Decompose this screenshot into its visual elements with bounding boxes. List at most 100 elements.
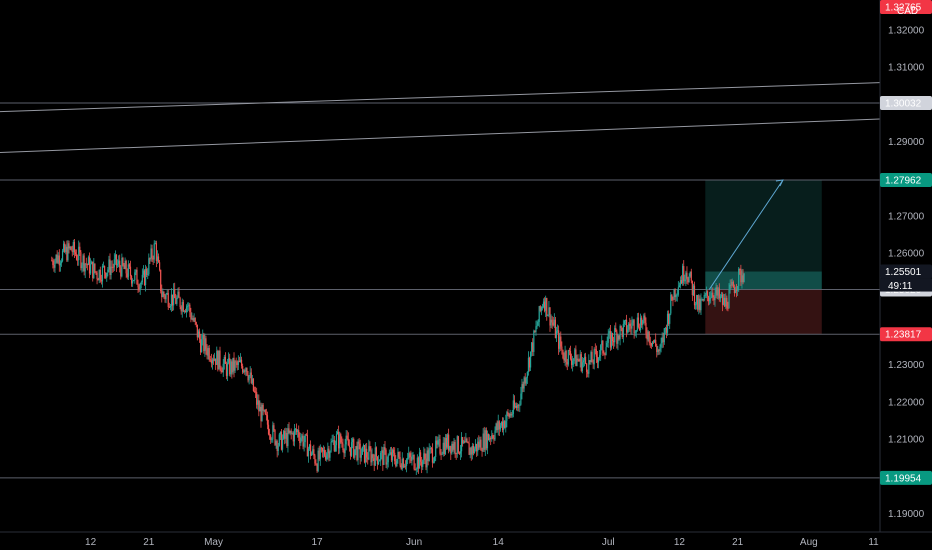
candle-body xyxy=(367,457,369,460)
price-badge[interactable]: 1.27962 xyxy=(880,172,932,187)
candle-body xyxy=(614,328,616,343)
candle-body xyxy=(93,263,95,278)
candle-body xyxy=(322,450,325,452)
x-tick-label: 21 xyxy=(732,537,744,548)
candle-body xyxy=(690,271,692,281)
candle-body xyxy=(384,447,386,450)
candle-body xyxy=(441,453,443,455)
candle-body xyxy=(218,350,220,370)
price-badge[interactable]: 1.23817 xyxy=(880,327,932,342)
candle-body xyxy=(638,327,641,331)
candle-body xyxy=(157,256,160,263)
candle-body xyxy=(593,349,595,365)
candle-body xyxy=(313,449,315,456)
candle-body xyxy=(339,434,341,449)
candle-body xyxy=(560,336,562,347)
candle-body xyxy=(300,438,302,444)
candle-body xyxy=(672,299,674,301)
trendline[interactable] xyxy=(0,82,881,113)
candle-body xyxy=(388,454,390,456)
candle-body xyxy=(341,442,343,444)
candle-body xyxy=(299,437,301,444)
candle-body xyxy=(89,264,92,274)
y-tick-label: 1.23000 xyxy=(888,360,925,371)
price-badge-bg xyxy=(880,172,932,187)
candle-body xyxy=(426,450,428,468)
price-badge[interactable]: 1.32765 xyxy=(880,0,932,14)
candle-body xyxy=(232,357,234,373)
candle-body xyxy=(79,246,81,253)
price-badge-text: 1.23817 xyxy=(885,330,922,341)
candle-body xyxy=(77,259,79,261)
candle-body xyxy=(671,294,673,300)
plot-area[interactable] xyxy=(0,82,881,479)
candle-body xyxy=(666,313,669,333)
candle-body xyxy=(631,322,633,329)
candle-body xyxy=(481,450,483,452)
candle-body xyxy=(324,450,326,456)
candle-body xyxy=(677,287,679,295)
candle-body xyxy=(697,295,699,310)
candle-body xyxy=(230,361,232,375)
candle-body xyxy=(204,338,206,352)
candle-body xyxy=(340,434,342,443)
target-arrow[interactable] xyxy=(708,179,784,290)
candle-body xyxy=(741,275,743,283)
candle-body xyxy=(424,453,426,459)
candle-body xyxy=(544,301,546,311)
candle-body xyxy=(209,359,211,361)
x-tick-label: Jun xyxy=(406,537,422,548)
candle-body xyxy=(194,317,196,323)
price-badge[interactable]: 1.25501 xyxy=(880,264,932,279)
price-badge-text: 1.30032 xyxy=(885,98,922,109)
candle-body xyxy=(664,327,666,329)
candle-body xyxy=(297,430,299,433)
candle-body xyxy=(581,362,583,371)
candle-body xyxy=(714,292,716,301)
candle-body xyxy=(318,450,320,460)
candle-body xyxy=(550,319,552,326)
candle-body xyxy=(646,333,648,340)
candle-body xyxy=(308,444,311,449)
candle-body xyxy=(75,254,78,260)
candle-body xyxy=(687,278,689,283)
candle-body xyxy=(580,354,582,371)
candle-body xyxy=(374,447,376,466)
candle-body xyxy=(500,421,503,426)
candle-body xyxy=(183,310,186,312)
candle-body xyxy=(198,331,201,340)
candle-body xyxy=(115,254,118,266)
candle-body xyxy=(563,358,565,361)
price-axis[interactable]: 1.320001.310001.300001.290001.270001.260… xyxy=(879,0,932,532)
candle-body xyxy=(127,264,129,278)
candle-body xyxy=(326,453,328,460)
candle-body xyxy=(193,317,195,321)
candle-body xyxy=(290,430,292,434)
candle-body xyxy=(529,351,532,368)
price-badge[interactable]: 1.30032 xyxy=(880,95,932,110)
candle-body xyxy=(582,360,585,363)
trendline[interactable] xyxy=(0,118,881,154)
candle-body xyxy=(295,428,298,433)
candle-body xyxy=(150,248,152,260)
position-profit-zone[interactable] xyxy=(705,179,822,290)
candle-body xyxy=(51,260,53,262)
candle-body xyxy=(366,448,368,458)
candle-body xyxy=(140,282,142,285)
candle-body xyxy=(584,356,587,364)
price-badge[interactable]: 1.19954 xyxy=(880,470,932,485)
time-axis[interactable]: 12 21 May 17 Jun 14 Jul 12 21 Aug 11 xyxy=(0,531,932,548)
candle-body xyxy=(609,331,611,348)
candle-body xyxy=(590,351,592,362)
candle-body xyxy=(65,246,67,253)
candle-body xyxy=(670,294,672,314)
candle-body xyxy=(138,287,140,291)
candle-body xyxy=(257,400,259,405)
candle-body xyxy=(95,271,97,273)
candle-body xyxy=(195,322,197,325)
candle-body xyxy=(114,254,116,260)
candle-body xyxy=(174,288,176,299)
candle-body xyxy=(682,266,684,284)
candle-body xyxy=(202,334,204,340)
